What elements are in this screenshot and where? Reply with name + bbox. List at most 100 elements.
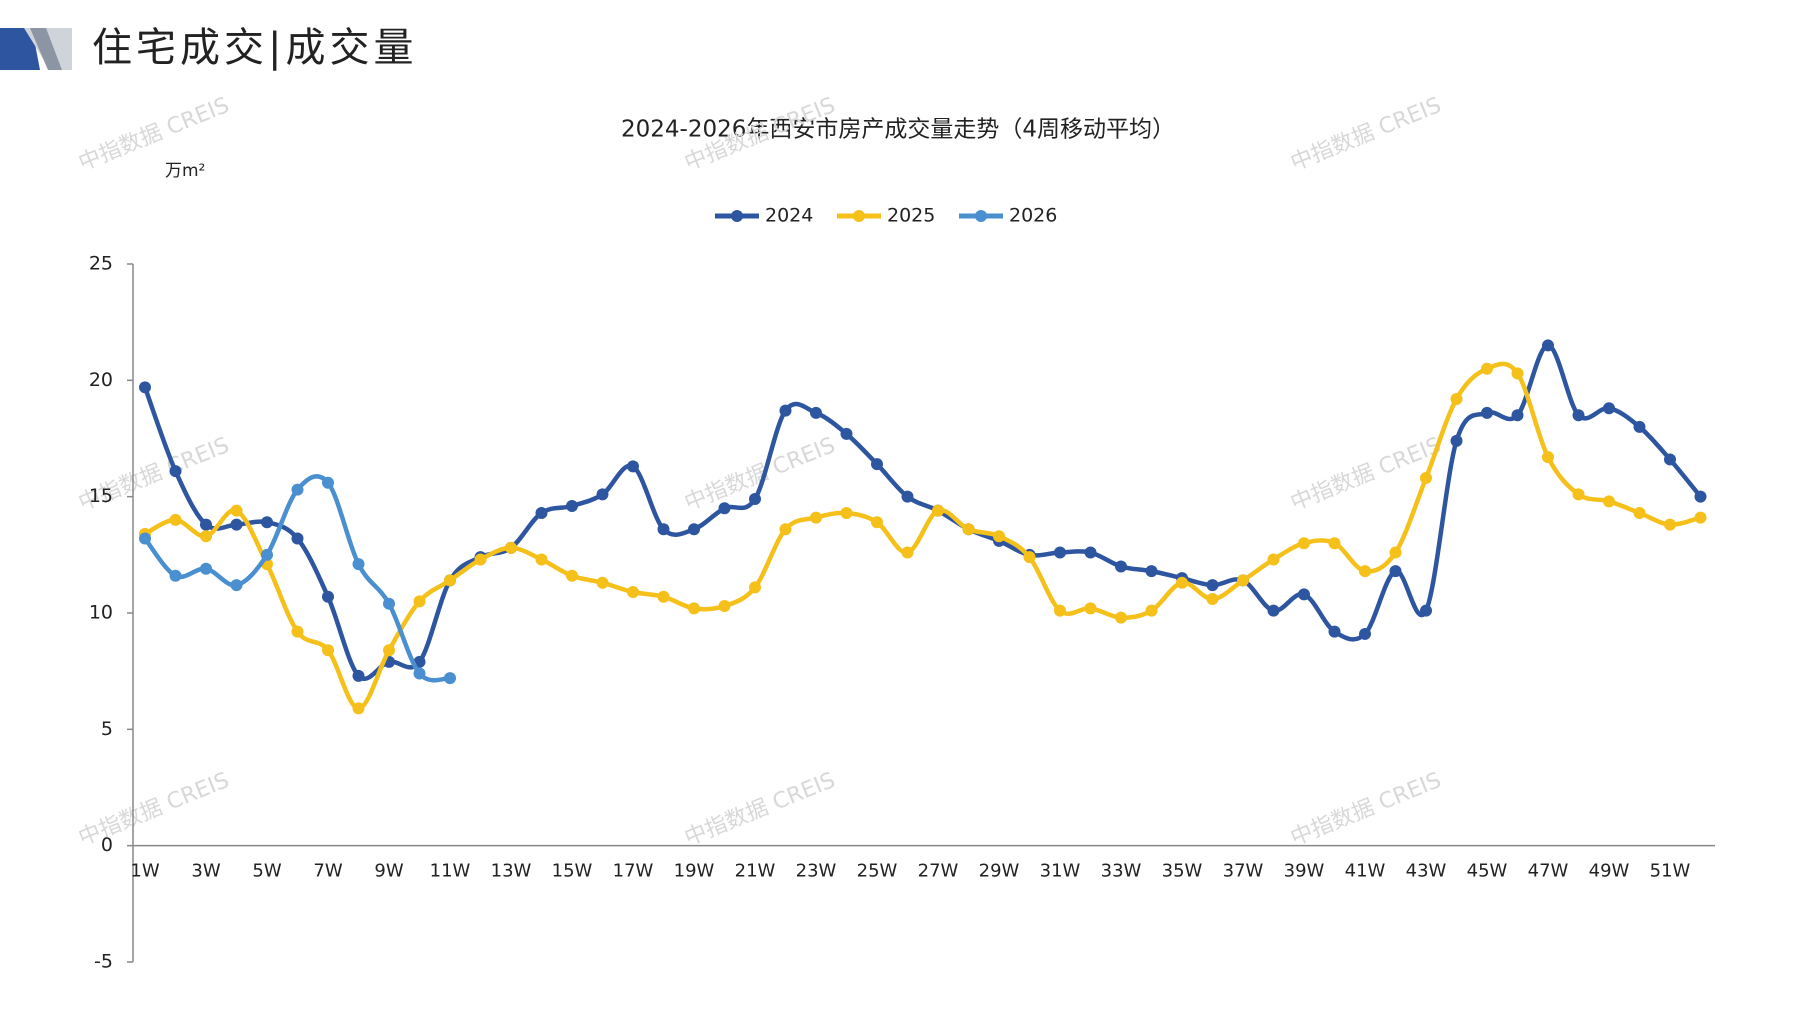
data-point: [1267, 553, 1280, 566]
data-point: [1145, 565, 1158, 578]
data-point: [230, 504, 243, 517]
data-point: [840, 427, 853, 440]
data-point: [1176, 576, 1188, 589]
data-point: [688, 523, 700, 536]
x-tick-label: 1W: [130, 861, 159, 882]
x-tick-label: 11W: [430, 861, 471, 882]
data-point: [1084, 602, 1097, 615]
data-point: [200, 562, 212, 575]
x-tick-label: 35W: [1162, 861, 1203, 882]
x-tick-label: 9W: [374, 861, 403, 882]
x-tick-label: 5W: [252, 861, 281, 882]
data-point: [1298, 537, 1310, 550]
data-point: [627, 460, 639, 473]
data-point: [932, 504, 944, 517]
y-tick-label: 25: [89, 253, 113, 275]
x-tick-label: 45W: [1467, 861, 1508, 882]
series-line: [142, 343, 1703, 681]
data-point: [1694, 490, 1707, 503]
data-point: [749, 492, 761, 505]
x-tick-label: 47W: [1528, 861, 1569, 882]
x-tick-label: 27W: [918, 861, 959, 882]
data-point: [1420, 472, 1432, 485]
data-point: [322, 644, 334, 657]
legend-marker: [731, 210, 743, 222]
data-point: [566, 569, 578, 582]
data-point: [840, 506, 853, 519]
legend-label: 2024: [765, 205, 813, 227]
x-tick-label: 51W: [1650, 861, 1691, 882]
data-point: [1389, 546, 1402, 559]
data-point: [596, 488, 609, 501]
y-tick-label: 10: [89, 602, 113, 624]
data-point: [1481, 362, 1493, 375]
data-point: [444, 574, 456, 587]
x-tick-label: 25W: [857, 861, 898, 882]
data-point: [1664, 518, 1676, 531]
legend-label: 2025: [887, 205, 935, 227]
data-point: [657, 523, 670, 536]
x-tick-label: 41W: [1345, 861, 1386, 882]
y-axis-label: 万m²: [165, 161, 205, 181]
data-point: [1511, 367, 1524, 380]
data-point: [1115, 560, 1127, 573]
data-point: [200, 518, 212, 531]
x-tick-label: 43W: [1406, 861, 1447, 882]
x-tick-label: 29W: [979, 861, 1020, 882]
y-tick-label: -5: [94, 951, 113, 973]
watermark: 中指数据 CREIS: [1287, 768, 1445, 851]
data-point: [1542, 451, 1554, 464]
data-point: [627, 586, 639, 599]
x-tick-label: 17W: [613, 861, 654, 882]
data-point: [657, 590, 670, 603]
data-point: [291, 625, 304, 638]
data-point: [1542, 339, 1554, 352]
data-point: [1633, 506, 1646, 519]
x-tick-label: 7W: [313, 861, 342, 882]
watermark: 中指数据 CREIS: [1287, 93, 1445, 176]
data-point: [352, 558, 365, 571]
data-point: [566, 499, 578, 512]
series-line: [143, 361, 1702, 711]
page-title: 住宅成交|成交量: [92, 25, 417, 71]
data-point: [1298, 588, 1310, 601]
data-point: [810, 511, 822, 524]
data-point: [749, 581, 761, 594]
data-point: [291, 483, 304, 496]
data-point: [383, 644, 395, 657]
data-point: [688, 602, 700, 615]
chart-title: 2024-2026年西安市房产成交量走势（4周移动平均）: [621, 117, 1175, 143]
data-point: [261, 548, 273, 561]
data-point: [779, 523, 792, 536]
y-tick-label: 20: [89, 369, 113, 391]
data-point: [1450, 392, 1463, 405]
x-tick-label: 15W: [552, 861, 593, 882]
data-point: [230, 518, 243, 531]
data-point: [1481, 406, 1493, 419]
data-point: [1206, 579, 1219, 592]
data-point: [169, 513, 182, 526]
data-point: [413, 595, 426, 608]
data-point: [1145, 604, 1158, 617]
y-tick-label: 15: [89, 485, 113, 507]
data-point: [810, 406, 822, 419]
data-point: [139, 381, 151, 394]
watermark: 中指数据 CREIS: [681, 433, 839, 516]
data-point: [1115, 611, 1127, 624]
data-point: [1054, 546, 1066, 559]
data-point: [1572, 488, 1585, 501]
data-point: [779, 404, 792, 417]
data-point: [352, 669, 365, 682]
watermark: 中指数据 CREIS: [681, 768, 839, 851]
data-point: [1084, 546, 1097, 559]
data-point: [1420, 604, 1432, 617]
data-point: [1633, 420, 1646, 433]
data-point: [901, 546, 914, 559]
data-point: [169, 465, 182, 478]
data-point: [718, 600, 731, 613]
x-tick-label: 21W: [735, 861, 776, 882]
data-point: [230, 579, 243, 592]
data-point: [505, 541, 517, 554]
